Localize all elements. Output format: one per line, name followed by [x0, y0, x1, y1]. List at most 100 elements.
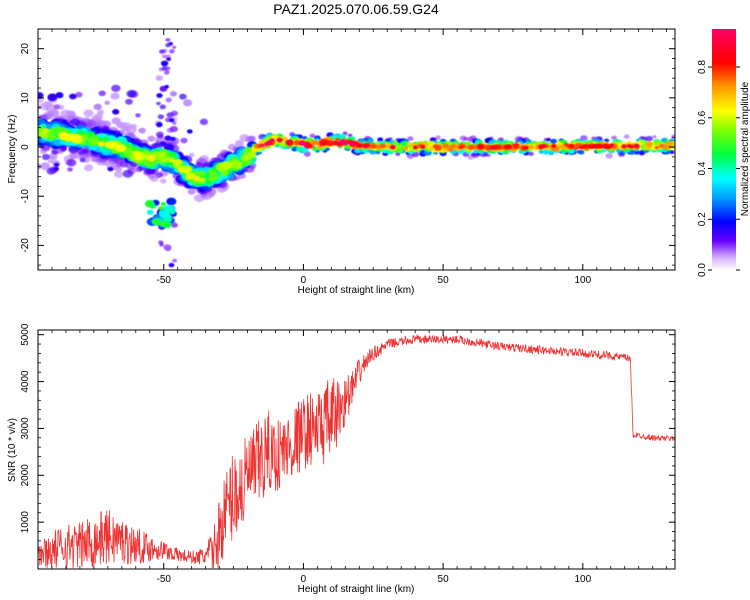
spectrogram-cell	[669, 150, 675, 155]
spectrogram-cell	[671, 134, 675, 140]
spectrogram-cell	[332, 140, 338, 145]
snr-y-tick-label: 1000	[20, 511, 31, 534]
spectrogram-cell	[163, 244, 172, 251]
spectrogram-cell	[186, 129, 193, 134]
spectrogram-cell	[398, 148, 403, 153]
spectrogram-cell	[75, 91, 83, 98]
spectrogram-cell	[281, 136, 288, 142]
spectrogram-cell	[179, 93, 187, 100]
colorbar-ticks: 0.0 0.2 0.4 0.6 0.8	[697, 60, 740, 277]
snr-y-ticks: 1000 2000 3000 4000 5000	[20, 323, 675, 570]
spectrogram-cell	[335, 137, 340, 142]
spectrogram-cell	[378, 148, 383, 153]
spectrogram-cell	[231, 160, 243, 170]
spectrogram-cell	[241, 156, 248, 161]
spectrogram-cell	[66, 158, 77, 167]
spectrogram-cell	[377, 137, 384, 142]
spectrogram-cell	[51, 149, 58, 155]
spectrogram-y-tick-label: 20	[20, 43, 31, 55]
spectrogram-cell	[342, 140, 348, 146]
spectrogram-cell	[168, 157, 175, 163]
spectrogram-cell	[188, 152, 195, 158]
spectrogram-cell	[146, 209, 154, 215]
spectrogram-cell	[581, 141, 587, 145]
spectrogram-cell	[379, 143, 386, 149]
spectrogram-cell	[546, 137, 551, 142]
spectrogram-y-tick-label: 10	[20, 92, 31, 104]
spectrogram-cell	[587, 144, 593, 149]
spectrogram-cell	[45, 131, 57, 141]
spectrogram-cell	[298, 140, 306, 146]
spectrogram-cell	[79, 157, 86, 163]
spectrogram-y-tick-label: -10	[20, 189, 31, 204]
spectrogram-cell	[473, 149, 479, 154]
spectrogram-cell	[160, 202, 166, 206]
spectrogram-cell	[47, 93, 58, 102]
spectrogram-cell	[347, 133, 353, 138]
spectrogram-cell	[172, 121, 177, 125]
spectrogram-cell	[168, 42, 173, 46]
spectrogram-cell	[578, 149, 585, 155]
spectrogram-cell	[159, 49, 165, 54]
spectrogram-cell	[168, 262, 175, 268]
spectrogram-x-tick-label: 50	[438, 275, 450, 286]
spectrogram-cell	[70, 133, 82, 143]
spectrogram-cell	[488, 140, 494, 145]
spectrogram-cell	[626, 144, 632, 148]
colorbar-tick-label: 0.2	[697, 212, 708, 226]
colorbar-tick-label: 0.0	[697, 263, 708, 277]
spectrogram-cell	[122, 125, 131, 132]
spectrogram-heatmap	[38, 38, 675, 268]
spectrogram-cell	[574, 146, 579, 150]
spectrogram-cell	[58, 131, 69, 140]
spectrogram-cell	[156, 93, 163, 98]
spectrogram-cell	[161, 54, 167, 59]
spectrogram-cell	[158, 206, 165, 211]
spectrogram-cell	[107, 166, 114, 172]
spectrogram-cell	[70, 118, 81, 126]
spectrogram-cell	[42, 153, 50, 161]
spectrogram-cell	[160, 156, 168, 162]
spectrogram-cell	[133, 151, 145, 161]
snr-x-tick-label: 100	[574, 574, 591, 585]
spectrogram-cell	[156, 122, 163, 128]
spectrogram-cell	[260, 143, 265, 147]
spectrogram-cell	[48, 128, 54, 134]
snr-x-tick-label: 50	[438, 574, 450, 585]
spectrogram-cell	[528, 151, 534, 156]
spectrogram-cell	[276, 137, 283, 143]
spectrogram-cell	[164, 135, 172, 141]
spectrogram-cell	[180, 137, 188, 144]
spectrogram-cell	[183, 168, 190, 174]
spectrogram-cell	[319, 141, 326, 147]
spectrogram-cell	[160, 60, 169, 67]
figure-title: PAZ1.2025.070.06.59.G24	[273, 1, 439, 17]
spectrogram-cell	[468, 145, 474, 150]
spectrogram-cell	[111, 84, 121, 92]
colorbar-tick-label: 0.4	[697, 161, 708, 175]
spectrogram-cell	[168, 118, 175, 123]
spectrogram-cell	[208, 169, 215, 175]
spectrogram-cell	[490, 145, 497, 151]
spectrogram-cell	[166, 197, 177, 206]
spectrogram-cell	[164, 84, 169, 89]
spectrogram-cell	[125, 98, 133, 105]
spectrogram-cell	[663, 144, 671, 150]
spectrogram-cell	[601, 148, 607, 153]
spectrogram-cell	[312, 140, 318, 146]
spectrogram-cell	[122, 169, 134, 178]
spectrogram-cell	[363, 144, 368, 148]
spectrogram-cell	[397, 144, 404, 149]
spectrogram-cell	[185, 173, 193, 180]
spectrogram-cell	[606, 145, 612, 150]
spectrogram-cell	[97, 141, 105, 147]
spectrogram-cell	[542, 149, 550, 155]
spectrogram-cell	[82, 147, 90, 153]
spectrogram-cell	[55, 92, 64, 99]
spectrogram-x-tick-label: 100	[574, 275, 591, 286]
spectrogram-cell	[93, 103, 102, 111]
spectrogram-cell	[159, 141, 167, 147]
spectrogram-cell	[199, 118, 208, 126]
spectrogram-cell	[138, 127, 146, 134]
spectrogram-cell	[512, 143, 520, 149]
